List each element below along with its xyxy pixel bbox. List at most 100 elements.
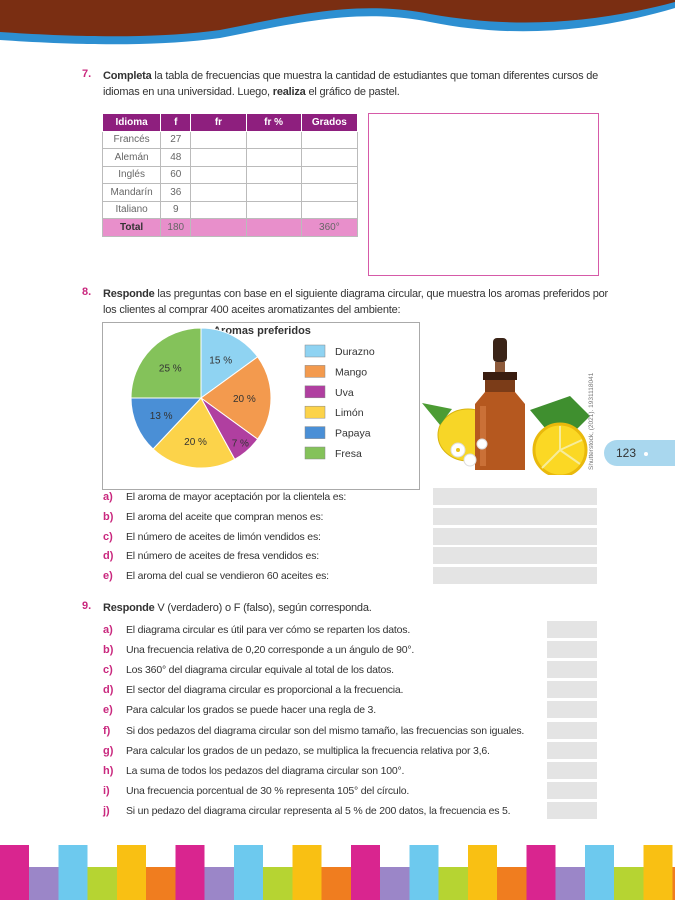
column-header: Grados bbox=[300, 113, 359, 132]
answer-field bbox=[433, 567, 597, 585]
stripe bbox=[468, 845, 497, 900]
item-text: Una frecuencia porcentual de 30 % repres… bbox=[126, 784, 410, 797]
tab-dot bbox=[644, 452, 648, 456]
stripe bbox=[175, 845, 205, 900]
legend-label: Limón bbox=[335, 407, 364, 419]
legend-label: Uva bbox=[335, 387, 354, 399]
stripe bbox=[29, 867, 59, 900]
item-text: Los 360° del diagrama circular equivale … bbox=[126, 664, 394, 677]
table-cell: 60 bbox=[160, 165, 192, 184]
table-cell bbox=[300, 183, 359, 202]
legend-label: Papaya bbox=[335, 428, 371, 440]
chart-title: Aromas preferidos bbox=[213, 325, 311, 337]
stripe bbox=[672, 867, 675, 900]
table-cell bbox=[190, 148, 247, 167]
item-text: Para calcular los grados se puede hacer … bbox=[126, 704, 376, 717]
table-row: Alemán 48 bbox=[101, 148, 359, 167]
image-credit: Shutterstock, (2021). 1931118041 bbox=[588, 372, 595, 470]
stripe bbox=[234, 845, 263, 900]
slice-label: 13 % bbox=[150, 411, 173, 422]
total-row: Total 180 360° bbox=[101, 218, 359, 237]
table-cell: 180 bbox=[160, 218, 192, 237]
answer-field bbox=[547, 801, 597, 819]
item-text: La suma de todos los pedazos del diagram… bbox=[126, 764, 405, 777]
item-text: El número de aceites de fresa vendidos e… bbox=[126, 550, 319, 563]
pie-chart: Aromas preferidos 15 % 20 % 7 % 20 % 13 % 25 … bbox=[102, 322, 420, 490]
table-cell: Inglés bbox=[101, 165, 162, 184]
stripe bbox=[292, 845, 322, 900]
question-text: Responde las preguntas con base en el si… bbox=[103, 286, 611, 318]
item-letter: d) bbox=[103, 684, 114, 697]
item-letter: e) bbox=[103, 704, 113, 717]
legend-swatch bbox=[304, 405, 326, 419]
answer-field bbox=[547, 721, 597, 739]
answer-field bbox=[547, 761, 597, 779]
table-cell: Francés bbox=[101, 130, 162, 149]
stripe bbox=[526, 845, 556, 900]
legend-label: Mango bbox=[335, 366, 367, 378]
table-cell bbox=[245, 130, 302, 149]
text: la tabla de frecuencias que muestra la c… bbox=[103, 70, 599, 98]
item-letter: g) bbox=[103, 744, 114, 757]
stripe bbox=[0, 845, 29, 900]
item-text: Si dos pedazos del diagrama circular son… bbox=[126, 724, 525, 737]
slice-label: 7 % bbox=[232, 439, 249, 450]
table-cell: 27 bbox=[160, 130, 192, 149]
table-cell bbox=[300, 148, 359, 167]
stripe bbox=[438, 867, 468, 900]
column-header: fr % bbox=[245, 113, 302, 132]
answer-field bbox=[547, 781, 597, 799]
item-text: El número de aceites de limón vendidos e… bbox=[126, 530, 321, 543]
page-tab bbox=[604, 440, 675, 466]
question-number: 8. bbox=[82, 286, 92, 298]
answer-field bbox=[433, 527, 597, 545]
answer-field bbox=[547, 701, 597, 719]
table-row: Inglés 60 bbox=[101, 165, 359, 184]
slice-label: 20 % bbox=[233, 394, 256, 405]
table-cell bbox=[190, 218, 247, 237]
table-cell bbox=[245, 183, 302, 202]
question-text: Completa la tabla de frecuencias que mue… bbox=[103, 68, 611, 100]
table-cell bbox=[190, 200, 247, 219]
question-text: Responde V (verdadero) o F (falso), segú… bbox=[103, 600, 611, 616]
table-cell: Italiano bbox=[101, 200, 162, 219]
table-cell bbox=[300, 130, 359, 149]
table-cell: Alemán bbox=[101, 148, 162, 167]
legend-swatch bbox=[304, 365, 326, 378]
item-text: Una frecuencia relativa de 0,20 correspo… bbox=[126, 644, 415, 657]
answer-field bbox=[433, 547, 597, 565]
stripe bbox=[321, 867, 351, 900]
bottom-stripes bbox=[0, 845, 675, 900]
stripe bbox=[380, 867, 410, 900]
item-letter: f) bbox=[103, 724, 111, 737]
item-text: El aroma de mayor aceptación por la clie… bbox=[126, 491, 347, 503]
top-wave bbox=[0, 0, 675, 45]
page-number: 123 bbox=[616, 446, 637, 460]
bold-text: Responde bbox=[103, 288, 155, 300]
bold-text: realiza bbox=[272, 86, 306, 98]
item-letter: j) bbox=[103, 804, 110, 817]
slice-label: 25 % bbox=[159, 363, 182, 374]
answer-field bbox=[433, 507, 597, 525]
stripe bbox=[497, 867, 527, 900]
item-letter: d) bbox=[103, 550, 114, 563]
stripe bbox=[146, 867, 176, 900]
question-number: 7. bbox=[82, 68, 92, 80]
stripe bbox=[409, 845, 439, 900]
table-cell: 48 bbox=[160, 148, 192, 167]
table-cell bbox=[300, 165, 359, 184]
table-cell: 9 bbox=[160, 200, 192, 219]
table-cell: 36 bbox=[160, 183, 192, 202]
illustration bbox=[422, 338, 590, 475]
table-cell bbox=[190, 130, 247, 149]
frequency-table: Idioma f fr fr % Grados Francés 27 Alemán 48 Ing… bbox=[101, 113, 359, 237]
text: las preguntas con base en el siguiente d… bbox=[103, 288, 609, 316]
column-header: f bbox=[160, 113, 192, 132]
pie-slice bbox=[130, 327, 202, 399]
table-cell: 360° bbox=[300, 218, 359, 237]
stripe bbox=[614, 867, 644, 900]
slice-label: 15 % bbox=[209, 355, 232, 366]
item-text: El diagrama circular es útil para ver có… bbox=[126, 624, 411, 636]
answer-field bbox=[547, 641, 597, 659]
legend-swatch bbox=[304, 385, 326, 399]
